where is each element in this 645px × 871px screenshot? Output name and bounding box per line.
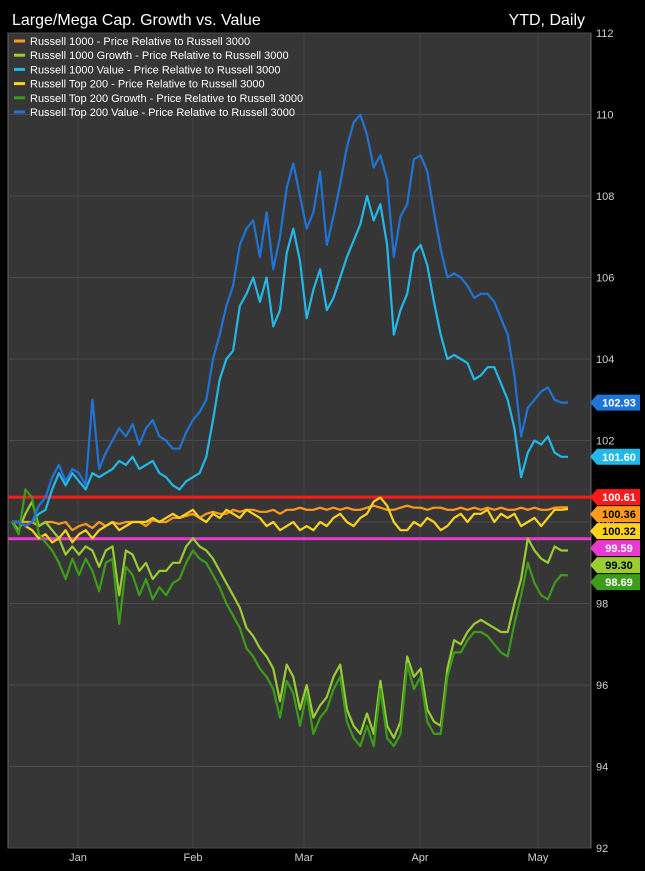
badge-value: 99.30	[605, 560, 633, 572]
y-tick-label: 106	[596, 273, 614, 285]
series-line	[11, 500, 568, 740]
badge-shape	[590, 523, 640, 540]
badge-value: 101.60	[602, 452, 636, 464]
badge-shape	[590, 489, 640, 506]
y-tick-label: 108	[596, 191, 614, 203]
badge-value: 99.59	[605, 543, 633, 555]
legend-entry: Russell Top 200 - Price Relative to Russ…	[30, 79, 265, 91]
y-tick-label: 94	[596, 762, 608, 774]
x-tick-label: May	[528, 852, 549, 864]
badge-value: 98.69	[605, 577, 633, 589]
series-lines	[11, 113, 569, 748]
x-axis-ticks: Jan Feb Mar Apr May	[69, 852, 549, 864]
y-tick-label: 96	[596, 680, 608, 692]
legend-entry: Russell 1000 Value - Price Relative to R…	[30, 64, 280, 76]
legend-entry: Russell 1000 - Price Relative to Russell…	[30, 36, 250, 48]
value-badge: 102.93	[590, 394, 640, 411]
legend-entry: Russell Top 200 Growth - Price Relative …	[30, 93, 303, 105]
series-line	[12, 194, 568, 528]
y-tick-label: 112	[596, 28, 614, 40]
badge-shape	[590, 574, 640, 591]
value-badge: 100.61	[590, 489, 640, 506]
last-value-badges: 102.93 101.60 100.61 100.36 100.32 99.59 99.30…	[590, 394, 640, 591]
chart-subtitle: YTD, Daily	[509, 12, 585, 29]
value-badge: 99.59	[590, 540, 640, 557]
legend: Russell 1000 - Price Relative to Russell…	[14, 36, 303, 119]
x-tick-label: Apr	[411, 852, 428, 864]
grid-lines	[8, 32, 591, 849]
series-line	[11, 488, 569, 748]
value-badge: 100.32	[590, 523, 640, 540]
y-tick-label: 92	[596, 843, 608, 855]
badge-value: 100.32	[602, 526, 636, 538]
y-tick-label: 98	[596, 599, 608, 611]
reference-lines	[8, 495, 591, 541]
x-tick-label: Feb	[184, 852, 203, 864]
badge-value: 102.93	[602, 398, 636, 410]
badge-shape	[590, 394, 640, 411]
badge-shape	[590, 557, 640, 574]
y-tick-label: 104	[596, 354, 614, 366]
x-tick-label: Mar	[295, 852, 314, 864]
series-line	[12, 504, 568, 532]
series-line	[12, 496, 569, 544]
value-badge: 101.60	[590, 448, 640, 465]
value-badge: 100.36	[590, 506, 640, 523]
badge-shape	[590, 448, 640, 465]
value-badge: 98.69	[590, 574, 640, 591]
badge-value: 100.36	[602, 509, 636, 521]
y-tick-label: 110	[596, 110, 614, 122]
legend-entry: Russell Top 200 Value - Price Relative t…	[30, 107, 295, 119]
badge-value: 100.61	[602, 492, 636, 504]
badge-shape	[590, 506, 640, 523]
value-badge: 99.30	[590, 557, 640, 574]
series-line	[12, 113, 568, 528]
chart-title: Large/Mega Cap. Growth vs. Value	[12, 12, 261, 29]
legend-entry: Russell 1000 Growth - Price Relative to …	[30, 50, 289, 62]
x-tick-label: Jan	[69, 852, 87, 864]
y-tick-label: 102	[596, 436, 614, 448]
badge-shape	[590, 540, 640, 557]
